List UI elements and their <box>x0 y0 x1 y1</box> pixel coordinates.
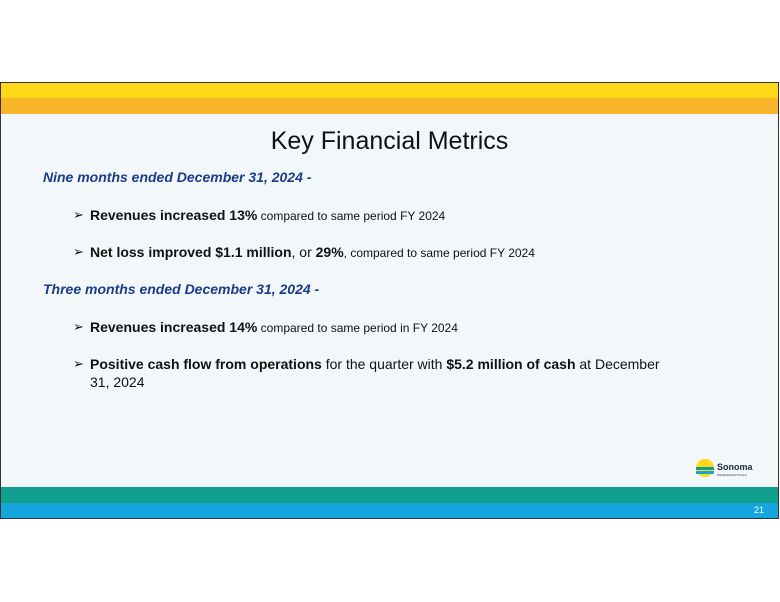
bullet-text: at December 31, 2024 <box>90 356 660 390</box>
bullet-text: , or <box>291 244 316 260</box>
bullet-cash-flow: ➢ Positive cash flow from operations for… <box>73 355 673 391</box>
bullet-bold-text: Revenues increased 13% <box>90 207 258 223</box>
bottom-teal-band <box>1 487 778 503</box>
logo-wave-icon <box>696 471 714 474</box>
bullet-text: for the quarter with <box>321 356 447 372</box>
bullet-revenues-three-months: ➢ Revenues increased 14% compared to sam… <box>73 318 458 337</box>
top-orange-band <box>1 98 778 114</box>
bullet-bold-text: $5.2 million of cash <box>446 356 576 372</box>
arrow-bullet-icon: ➢ <box>73 207 84 222</box>
bullet-text: compared to same period in FY 2024 <box>257 321 458 335</box>
bullet-text: , compared to same period FY 2024 <box>343 246 535 260</box>
bullet-revenues-nine-months: ➢ Revenues increased 13% compared to sam… <box>73 206 445 225</box>
bullet-bold-text: Revenues increased 14% <box>90 319 258 335</box>
slide-title: Key Financial Metrics <box>270 127 509 155</box>
section-heading-nine-months: Nine months ended December 31, 2024 - <box>43 169 312 185</box>
top-yellow-band <box>1 83 778 98</box>
bottom-blue-band <box>1 503 778 518</box>
sonoma-logo: Sonoma PHARMACEUTICALS <box>696 459 753 477</box>
arrow-bullet-icon: ➢ <box>73 244 84 259</box>
bullet-text: compared to same period FY 2024 <box>257 209 446 223</box>
bullet-net-loss: ➢ Net loss improved $1.1 million, or 29%… <box>73 243 535 262</box>
bullet-bold-text: Positive cash flow from operations <box>90 356 322 372</box>
logo-wave-icon <box>696 467 714 470</box>
arrow-bullet-icon: ➢ <box>73 356 84 371</box>
logo-name: Sonoma <box>717 462 753 472</box>
logo-tagline: PHARMACEUTICALS <box>717 473 747 477</box>
bullet-bold-text: Net loss improved $1.1 million <box>90 244 292 260</box>
page-number: 21 <box>753 505 764 515</box>
slide: Key Financial Metrics Nine months ended … <box>0 82 779 519</box>
bullet-bold-text: 29% <box>315 244 344 260</box>
arrow-bullet-icon: ➢ <box>73 319 84 334</box>
section-heading-three-months: Three months ended December 31, 2024 - <box>43 281 320 297</box>
